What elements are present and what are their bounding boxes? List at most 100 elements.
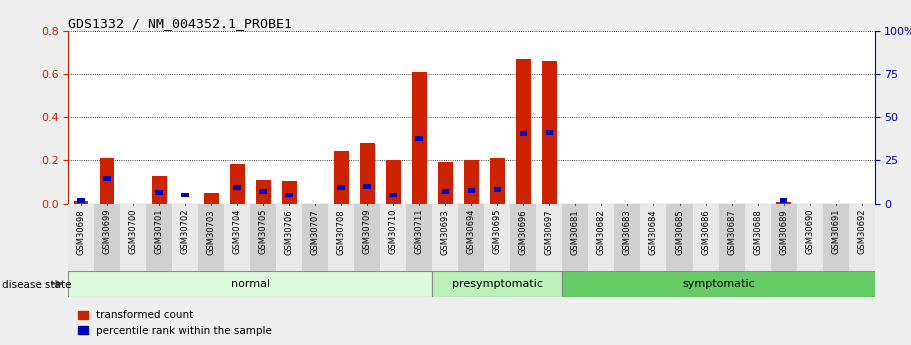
Text: GSM30695: GSM30695: [493, 209, 502, 254]
Bar: [494, 187, 501, 192]
Bar: [156, 190, 163, 195]
Bar: [562, 204, 589, 271]
Bar: [433, 271, 562, 297]
Text: GSM30703: GSM30703: [207, 209, 216, 255]
Bar: [104, 176, 111, 181]
Bar: [386, 160, 401, 204]
Bar: [519, 131, 527, 136]
Bar: [95, 204, 120, 271]
Bar: [390, 193, 397, 197]
Bar: [204, 193, 219, 204]
Text: GSM30686: GSM30686: [701, 209, 710, 255]
Bar: [120, 204, 147, 271]
Bar: [233, 185, 241, 190]
Text: GSM30681: GSM30681: [571, 209, 580, 255]
Bar: [302, 204, 328, 271]
Bar: [542, 61, 557, 204]
Text: GSM30698: GSM30698: [77, 209, 86, 255]
Text: GSM30702: GSM30702: [181, 209, 189, 254]
Bar: [285, 193, 293, 197]
Bar: [172, 204, 199, 271]
Bar: [282, 181, 297, 204]
Text: GSM30704: GSM30704: [233, 209, 242, 254]
Bar: [68, 204, 95, 271]
Text: GSM30696: GSM30696: [519, 209, 528, 255]
Bar: [100, 158, 115, 204]
Bar: [381, 204, 406, 271]
Bar: [667, 204, 692, 271]
Text: GSM30683: GSM30683: [623, 209, 632, 255]
Text: GSM30682: GSM30682: [597, 209, 606, 255]
Bar: [796, 204, 823, 271]
Text: GSM30687: GSM30687: [727, 209, 736, 255]
Text: GSM30710: GSM30710: [389, 209, 398, 254]
Bar: [562, 271, 875, 297]
Bar: [181, 193, 189, 197]
Bar: [415, 137, 424, 141]
Bar: [776, 203, 791, 204]
Text: normal: normal: [230, 279, 270, 289]
Text: GSM30689: GSM30689: [779, 209, 788, 255]
Text: GDS1332 / NM_004352.1_PROBE1: GDS1332 / NM_004352.1_PROBE1: [68, 17, 292, 30]
Text: GSM30691: GSM30691: [831, 209, 840, 254]
Bar: [147, 204, 172, 271]
Text: presymptomatic: presymptomatic: [452, 279, 543, 289]
Bar: [256, 180, 271, 204]
Bar: [337, 185, 345, 190]
Bar: [442, 189, 449, 194]
Bar: [719, 204, 744, 271]
Bar: [848, 204, 875, 271]
Bar: [465, 160, 478, 204]
Text: GSM30700: GSM30700: [128, 209, 138, 254]
Bar: [780, 198, 787, 203]
Text: disease state: disease state: [2, 280, 71, 289]
Bar: [199, 204, 224, 271]
Text: GSM30701: GSM30701: [155, 209, 164, 254]
Text: GSM30690: GSM30690: [805, 209, 814, 254]
Bar: [546, 130, 553, 135]
Text: GSM30697: GSM30697: [545, 209, 554, 255]
Text: GSM30694: GSM30694: [467, 209, 476, 254]
Bar: [640, 204, 667, 271]
Bar: [77, 198, 86, 203]
Bar: [744, 204, 771, 271]
Text: GSM30692: GSM30692: [857, 209, 866, 254]
Bar: [354, 204, 381, 271]
Bar: [615, 204, 640, 271]
Bar: [406, 204, 433, 271]
Text: GSM30688: GSM30688: [753, 209, 762, 255]
Bar: [467, 188, 476, 193]
Bar: [537, 204, 562, 271]
Text: symptomatic: symptomatic: [682, 279, 755, 289]
Text: GSM30706: GSM30706: [285, 209, 294, 255]
Bar: [589, 204, 615, 271]
Bar: [490, 158, 505, 204]
Text: GSM30693: GSM30693: [441, 209, 450, 255]
Legend: transformed count, percentile rank within the sample: transformed count, percentile rank withi…: [74, 306, 277, 340]
Bar: [360, 143, 374, 204]
Bar: [276, 204, 302, 271]
Bar: [334, 151, 349, 204]
Text: GSM30709: GSM30709: [363, 209, 372, 254]
Bar: [224, 204, 251, 271]
Bar: [458, 204, 485, 271]
Text: GSM30699: GSM30699: [103, 209, 112, 254]
Text: GSM30708: GSM30708: [337, 209, 346, 255]
Bar: [230, 164, 244, 204]
Bar: [510, 204, 537, 271]
Bar: [517, 59, 530, 204]
Bar: [74, 201, 88, 204]
Text: GSM30705: GSM30705: [259, 209, 268, 254]
Bar: [413, 72, 426, 204]
Bar: [260, 189, 267, 194]
Bar: [251, 204, 276, 271]
Bar: [433, 204, 458, 271]
Bar: [485, 204, 510, 271]
Text: GSM30684: GSM30684: [649, 209, 658, 255]
Text: GSM30685: GSM30685: [675, 209, 684, 255]
Bar: [692, 204, 719, 271]
Bar: [328, 204, 354, 271]
Text: GSM30711: GSM30711: [415, 209, 424, 254]
Bar: [438, 161, 453, 204]
Bar: [363, 184, 372, 189]
